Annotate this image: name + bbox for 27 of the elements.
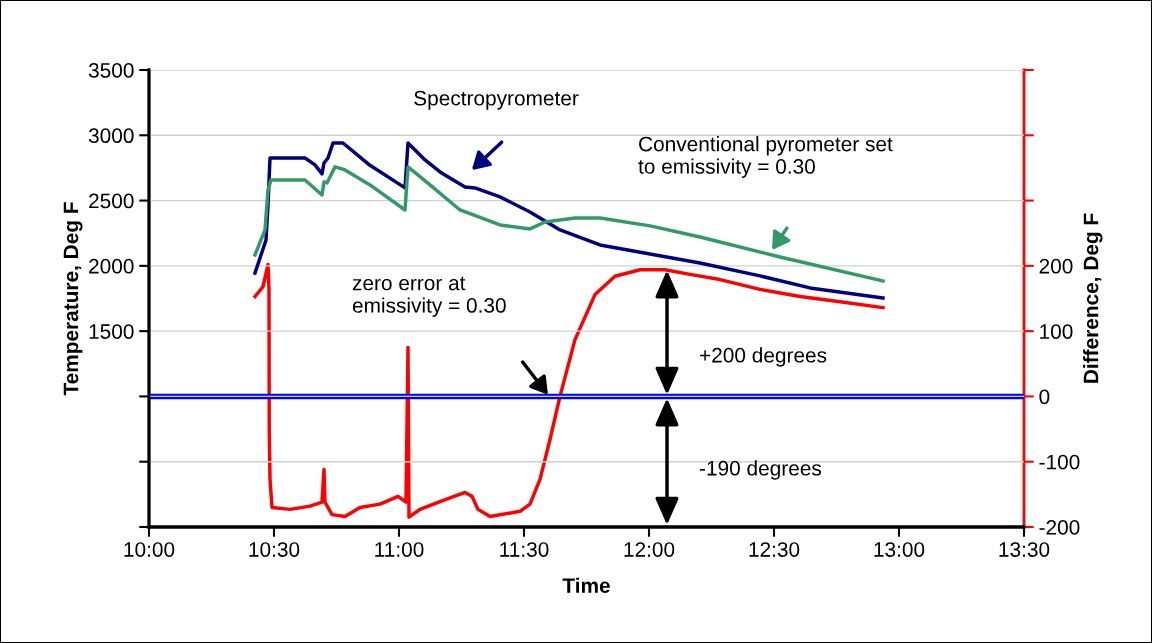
- y2-tick-label: 0: [1039, 389, 1050, 405]
- x-tick-label: 12:30: [749, 542, 800, 557]
- y2-tick-label: 100: [1040, 324, 1073, 339]
- y2-tick-label: 200: [1039, 258, 1073, 274]
- y-tick-label: 3500: [88, 63, 134, 78]
- x-axis-title: Time: [562, 577, 610, 593]
- x-tick-label: 12:00: [624, 542, 675, 557]
- x-tick-label: 13:30: [999, 542, 1050, 557]
- y2-tick-label: -100: [1039, 454, 1080, 470]
- x-tick-label: 11:00: [375, 542, 424, 557]
- annotation: -190 degrees: [699, 460, 822, 480]
- x-tick-label: 10:00: [124, 542, 175, 557]
- y-tick-label: 1500: [89, 324, 134, 339]
- y-axis-title: Temperature, Deg F: [63, 202, 83, 396]
- x-tick-label: 11:30: [500, 542, 549, 557]
- x-tick-label: 10:30: [249, 542, 300, 557]
- x-tick-label: 13:00: [874, 542, 925, 557]
- annotation: zero error at emissivity = 0.30: [352, 276, 506, 317]
- annotation: Spectropyrometer: [414, 90, 579, 110]
- y-tick-label: 2000: [89, 258, 134, 274]
- y2-axis-title: Difference, Deg F: [1083, 213, 1103, 383]
- y-tick-label: 2500: [89, 193, 134, 209]
- y-tick-label: 3000: [88, 128, 134, 144]
- line-series: [253, 262, 885, 519]
- y2-tick-label: -200: [1039, 520, 1080, 535]
- annotation: Conventional pyrometer set to emissivity = 0.30: [638, 136, 893, 178]
- annotation: +200 degrees: [700, 347, 827, 367]
